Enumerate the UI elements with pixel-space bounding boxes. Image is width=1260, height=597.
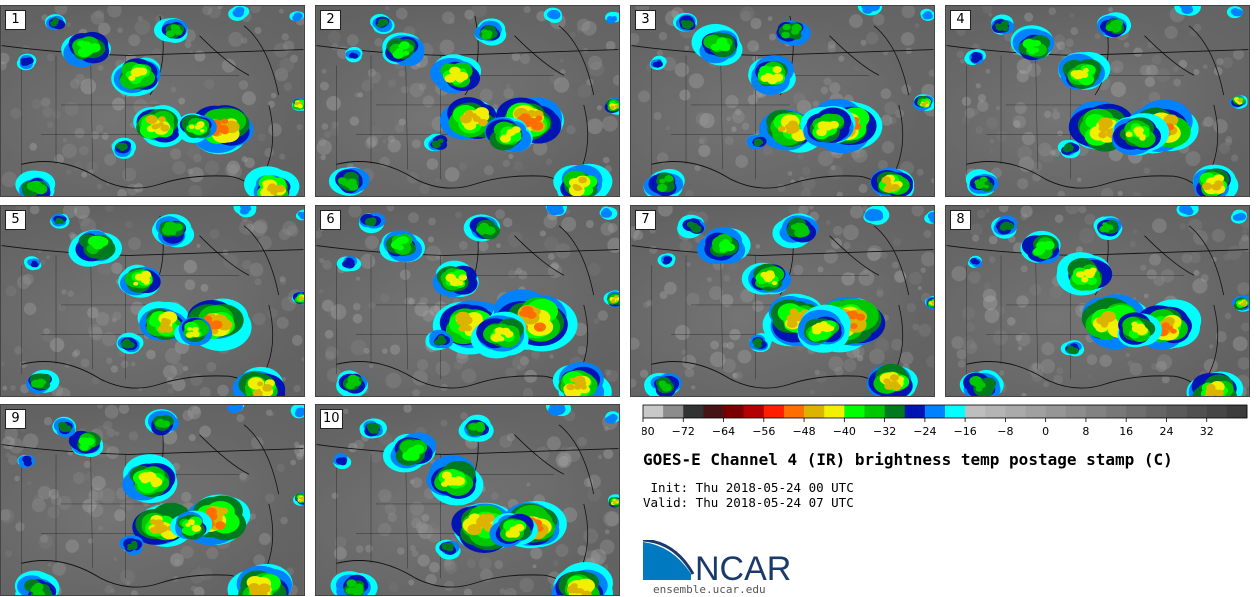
logo-wordmark: NCAR xyxy=(695,550,791,584)
colorbar-tick-label: 8 xyxy=(1082,425,1089,438)
colorbar-tick-label: 32 xyxy=(1200,425,1214,438)
colorbar-swatch xyxy=(1005,405,1026,418)
colorbar-swatch xyxy=(904,405,926,418)
colorbar-swatch xyxy=(703,405,724,418)
colorbar-tick-label: −8 xyxy=(997,425,1013,438)
colorbar-swatch xyxy=(924,405,946,418)
map-panel-4: 4 xyxy=(945,5,1250,197)
colorbar-frame xyxy=(642,404,1248,419)
ir-satellite-map xyxy=(316,6,619,196)
panel-number: 2 xyxy=(320,10,341,30)
colorbar-tick-label: −72 xyxy=(672,425,695,438)
map-panel-5: 5 xyxy=(0,205,305,397)
valid-time: Valid: Thu 2018-05-24 07 UTC xyxy=(643,495,854,510)
ir-satellite-map xyxy=(631,206,934,396)
colorbar-tick-label: −40 xyxy=(833,425,856,438)
colorbar-swatch xyxy=(1186,405,1208,418)
colorbar-swatch xyxy=(1146,405,1167,418)
logo-swoosh xyxy=(643,540,695,575)
colorbar-tick-label: 0 xyxy=(1042,425,1049,438)
map-panel-1: 1 xyxy=(0,5,305,197)
map-panel-8: 8 xyxy=(945,205,1250,397)
panel-number: 3 xyxy=(635,10,656,30)
colorbar-swatch xyxy=(1206,405,1228,418)
panel-number: 8 xyxy=(950,210,971,230)
colorbar-swatch xyxy=(824,405,845,418)
panel-number: 6 xyxy=(320,210,341,230)
panel-number: 10 xyxy=(320,409,343,429)
map-panel-10: 10 xyxy=(315,404,620,596)
colorbar-swatch xyxy=(965,405,986,418)
ncar-logo: NCAR xyxy=(643,540,791,584)
colorbar-swatch xyxy=(683,405,704,418)
colorbar-swatch xyxy=(1045,405,1067,418)
logo-url: ensemble.ucar.edu xyxy=(653,583,766,596)
panel-number: 7 xyxy=(635,210,656,230)
colorbar-tick-label: −24 xyxy=(913,425,936,438)
map-panel-2: 2 xyxy=(315,5,620,197)
colorbar-swatch xyxy=(743,405,765,418)
colorbar-swatch xyxy=(643,405,664,418)
colorbar-tick-label: −64 xyxy=(712,425,735,438)
colorbar-swatch xyxy=(783,405,805,418)
ir-satellite-map xyxy=(316,206,619,396)
colorbar-tick-label: 24 xyxy=(1159,425,1173,438)
logo-sky-shape xyxy=(643,542,691,580)
colorbar-swatch xyxy=(1065,405,1087,418)
colorbar-tick-label: −16 xyxy=(954,425,977,438)
panel-number: 1 xyxy=(5,10,26,30)
colorbar-tick-label: −56 xyxy=(752,425,775,438)
colorbar-swatch xyxy=(663,405,684,418)
colorbar-swatch xyxy=(1126,405,1147,418)
init-time: Init: Thu 2018-05-24 00 UTC xyxy=(643,480,854,495)
colorbar-swatch xyxy=(864,405,885,418)
colorbar-swatch xyxy=(723,405,744,418)
colorbar-swatch xyxy=(844,405,865,418)
ir-satellite-map xyxy=(946,206,1249,396)
colorbar-swatch xyxy=(884,405,906,418)
colorbar-swatch xyxy=(1106,405,1127,418)
ir-satellite-map xyxy=(316,405,619,595)
colorbar-swatch xyxy=(1025,405,1046,418)
ir-satellite-map xyxy=(1,405,304,595)
panel-number: 5 xyxy=(5,210,26,230)
ir-satellite-map xyxy=(631,6,934,196)
colorbar-swatch xyxy=(804,405,825,418)
colorbar-swatch xyxy=(1166,405,1187,418)
map-panel-6: 6 xyxy=(315,205,620,397)
colorbar-tick-label: 16 xyxy=(1119,425,1133,438)
colorbar-swatch xyxy=(945,405,966,418)
map-panel-7: 7 xyxy=(630,205,935,397)
figure-title: GOES-E Channel 4 (IR) brightness temp po… xyxy=(643,450,1173,469)
panel-number: 4 xyxy=(950,10,971,30)
colorbar-swatch xyxy=(985,405,1006,418)
colorbar-swatch xyxy=(1226,405,1248,418)
colorbar-tick-label: −32 xyxy=(873,425,896,438)
map-panel-3: 3 xyxy=(630,5,935,197)
colorbar-swatch xyxy=(763,405,785,418)
colorbar-tick-label: −48 xyxy=(792,425,815,438)
ir-satellite-map xyxy=(1,6,304,196)
ir-satellite-map xyxy=(946,6,1249,196)
panel-number: 9 xyxy=(5,409,26,429)
ir-satellite-map xyxy=(1,206,304,396)
colorbar-tick-label: −80 xyxy=(642,425,655,438)
colorbar-swatch xyxy=(1085,405,1107,418)
map-panel-9: 9 xyxy=(0,404,305,596)
